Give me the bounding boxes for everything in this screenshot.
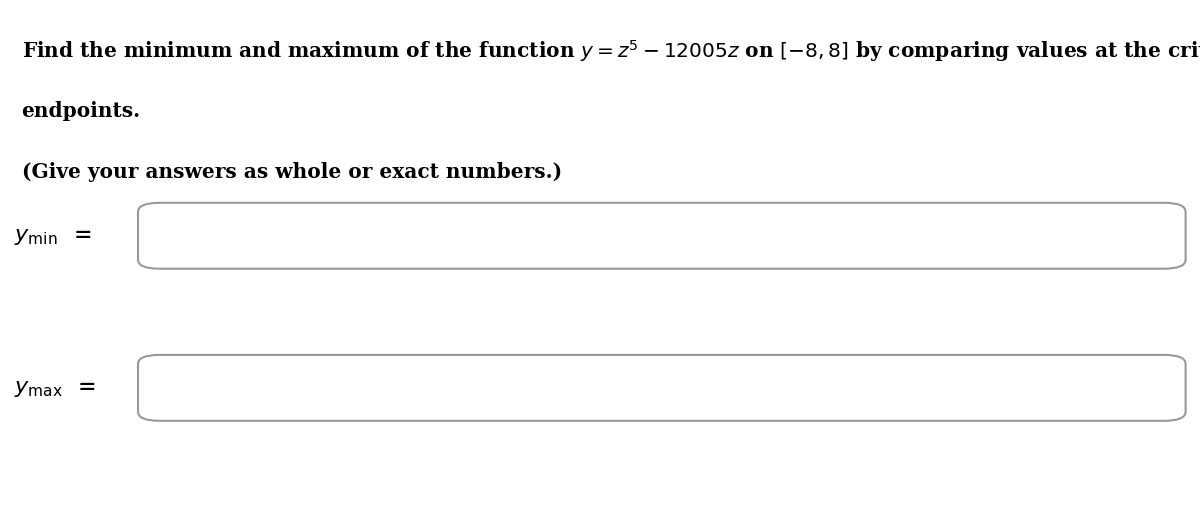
FancyBboxPatch shape xyxy=(138,355,1186,421)
Text: (Give your answers as whole or exact numbers.): (Give your answers as whole or exact num… xyxy=(22,162,562,182)
Text: $\mathit{y}_{\mathrm{max}}$  =: $\mathit{y}_{\mathrm{max}}$ = xyxy=(14,377,96,399)
FancyBboxPatch shape xyxy=(138,203,1186,269)
Text: endpoints.: endpoints. xyxy=(22,101,140,121)
Text: Find the minimum and maximum of the function $y = z^5 - 12005z$ on $[-8, 8]$ by : Find the minimum and maximum of the func… xyxy=(22,38,1200,64)
Text: $\mathit{y}_{\mathrm{min}}$  =: $\mathit{y}_{\mathrm{min}}$ = xyxy=(14,225,92,247)
